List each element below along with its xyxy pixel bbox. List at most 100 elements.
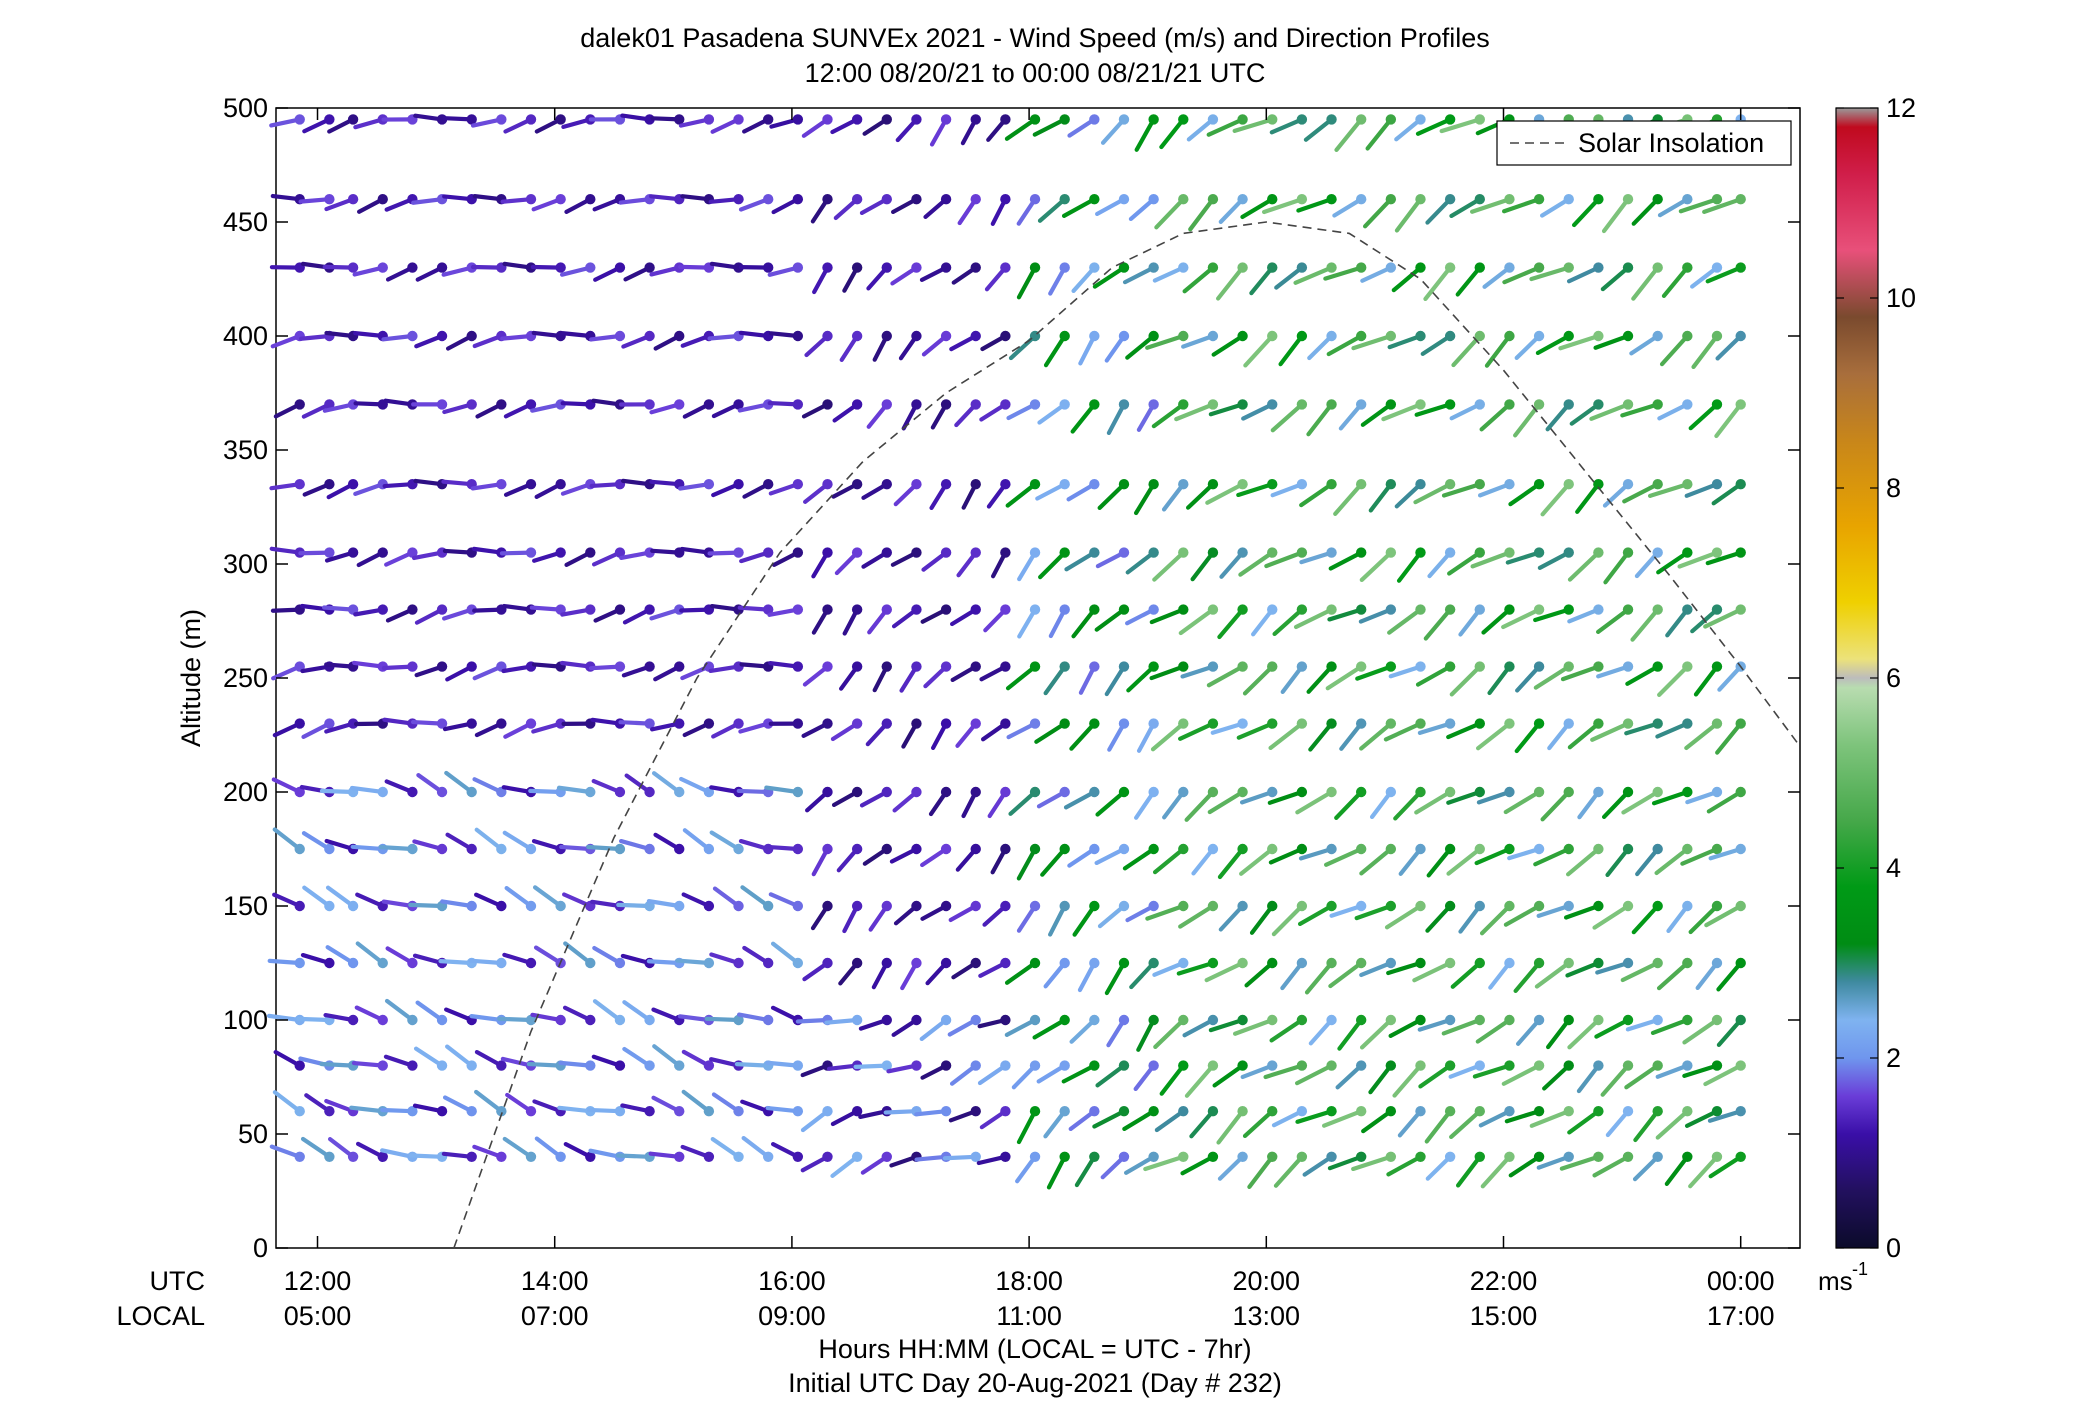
wind-barb: [709, 261, 744, 273]
wind-barb: [923, 661, 952, 689]
wind-barb-head: [1385, 1014, 1397, 1026]
wind-barb-shaft: [1601, 197, 1631, 234]
wind-barb: [1122, 1106, 1159, 1132]
wind-barb-shaft: [1458, 903, 1482, 934]
wind-barb: [1359, 843, 1397, 876]
wind-barb-head: [1593, 1060, 1604, 1071]
wind-barb: [1716, 1014, 1746, 1048]
wind-barb: [1677, 547, 1723, 569]
wind-barb-head: [1385, 547, 1397, 558]
wind-barb-head: [1533, 1060, 1545, 1071]
wind-barb-shaft: [1178, 903, 1216, 929]
wind-barb: [831, 786, 863, 808]
wind-barb: [1361, 1106, 1397, 1134]
wind-barb-head: [1652, 604, 1663, 615]
wind-barb: [1537, 547, 1574, 570]
wind-barb-head: [1355, 604, 1367, 615]
wind-barb-head: [703, 1151, 715, 1163]
wind-barb-shaft: [1487, 664, 1512, 696]
wind-barb-shaft: [1339, 721, 1364, 751]
wind-barb-head: [1622, 194, 1634, 205]
wind-barb: [872, 661, 892, 693]
wind-barb: [1601, 786, 1634, 820]
wind-barb: [1293, 262, 1337, 285]
wind-barb-shaft: [1190, 550, 1216, 582]
wind-barb-shaft: [1508, 482, 1542, 507]
wind-barb: [1004, 1014, 1041, 1037]
wind-barb-shaft: [502, 1136, 534, 1159]
wind-barb: [1190, 547, 1219, 582]
wind-barb-head: [674, 330, 685, 342]
wind-barb: [1558, 330, 1604, 351]
wind-barb: [742, 945, 774, 969]
wind-barb: [1104, 330, 1130, 363]
wind-barb: [800, 1151, 833, 1173]
wind-barb-shaft: [1328, 960, 1364, 989]
wind-barb-shaft: [1269, 117, 1304, 135]
wind-barb-head: [1563, 479, 1574, 490]
wind-barb: [273, 399, 305, 419]
wind-barb-head: [1326, 900, 1337, 912]
wind-barb-shaft: [1154, 197, 1186, 230]
wind-barb-head: [1444, 479, 1456, 490]
wind-barb-head: [1178, 479, 1189, 490]
wind-barb-head: [1415, 1106, 1426, 1117]
wind-barb-shaft: [556, 785, 593, 795]
wind-barb-shaft: [1273, 1154, 1304, 1188]
wind-barb-head: [1089, 262, 1100, 273]
wind-barb: [272, 892, 305, 912]
wind-barb-head: [496, 479, 507, 490]
wind-barb-shaft: [1515, 664, 1542, 693]
wind-barb: [1391, 262, 1426, 293]
wind-barb-head: [703, 114, 715, 125]
wind-barb-head: [792, 114, 804, 125]
wind-barb: [414, 330, 448, 349]
wind-barb-head: [407, 1106, 418, 1117]
wind-barb-head: [1474, 604, 1485, 615]
wind-barb: [742, 114, 774, 134]
chart-subtitle: 12:00 08/20/21 to 00:00 08/21/21 UTC: [805, 58, 1266, 88]
y-tick-label: 500: [223, 93, 268, 123]
wind-barb: [1326, 330, 1367, 357]
wind-barb-head: [1652, 661, 1663, 672]
wind-barb-head: [940, 900, 952, 912]
wind-barb-shaft: [1280, 960, 1304, 991]
wind-barb-head: [1735, 1060, 1746, 1071]
wind-barb: [1475, 718, 1515, 751]
wind-barb: [987, 786, 1011, 819]
wind-barb-head: [436, 262, 448, 273]
wind-barb-head: [347, 1151, 359, 1163]
wind-barb: [502, 1136, 537, 1163]
wind-barb-shaft: [1043, 664, 1067, 696]
wind-barb-shaft: [1501, 607, 1542, 630]
wind-barb-shaft: [1106, 402, 1127, 436]
wind-barb-head: [674, 1151, 685, 1163]
wind-barb-head: [377, 194, 388, 205]
wind-barb-head: [294, 718, 305, 729]
wind-barb: [1657, 661, 1693, 697]
wind-barb: [301, 831, 335, 855]
wind-barb-head: [436, 1106, 448, 1117]
wind-barb: [929, 114, 952, 147]
wind-barb: [1451, 330, 1485, 368]
wind-barb-head: [1326, 1014, 1337, 1026]
wind-barb-shaft: [300, 1136, 332, 1159]
wind-barb: [928, 786, 952, 817]
wind-barb-head: [792, 1060, 804, 1071]
wind-barb-head: [1000, 399, 1011, 410]
wind-barb-head: [324, 114, 335, 125]
wind-barb-head: [733, 718, 744, 729]
wind-barb-head: [762, 604, 774, 615]
wind-barb-head: [1000, 114, 1011, 125]
wind-barb: [1293, 604, 1337, 630]
wind-barb-shaft: [1450, 960, 1482, 989]
wind-barb-head: [1178, 330, 1189, 342]
wind-barb: [502, 830, 537, 855]
wind-barb: [648, 1151, 685, 1163]
wind-barb: [1547, 718, 1574, 751]
wind-barb: [1124, 1151, 1159, 1175]
wind-barb-head: [1563, 786, 1574, 798]
wind-barb-head: [822, 1106, 833, 1117]
wind-barb: [976, 1151, 1011, 1166]
wind-barb-head: [674, 900, 685, 912]
